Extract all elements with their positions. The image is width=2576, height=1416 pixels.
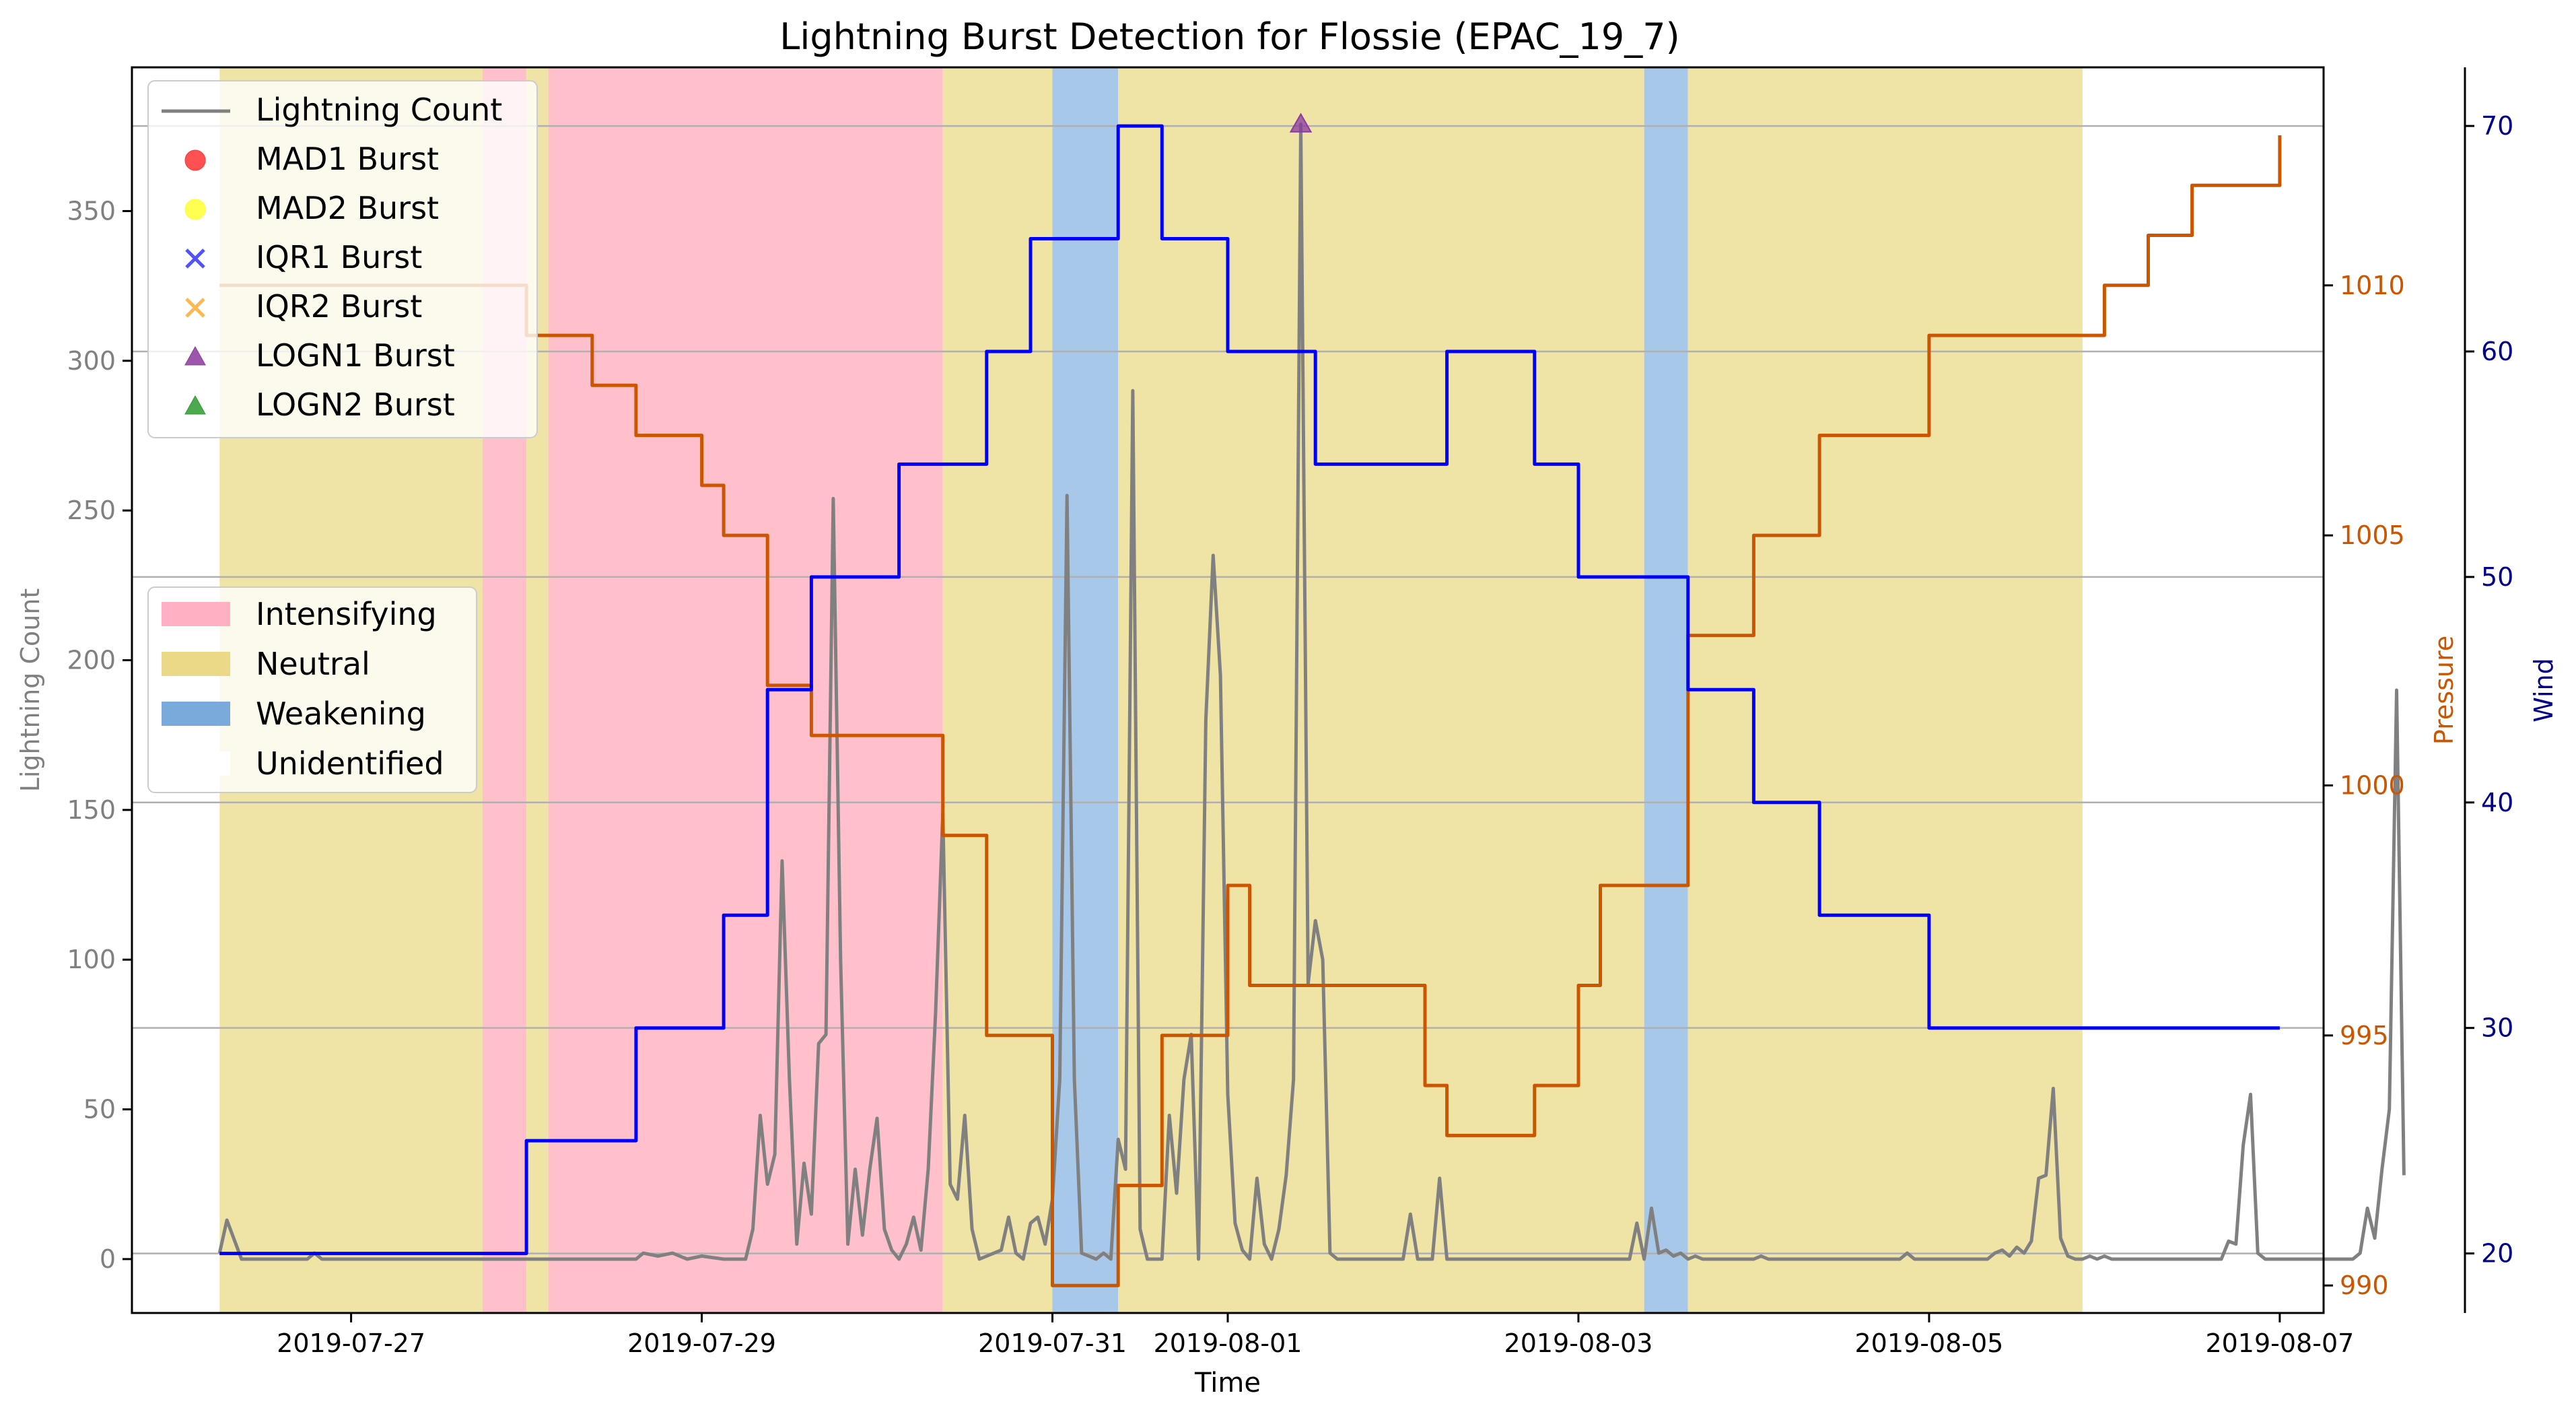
- axes: 2019-07-27 2019-07-29 2019-07-31 2019-08-01…: [67, 111, 2513, 1358]
- phase-band-weakening: [1644, 67, 1688, 1313]
- pressure-tick-label: 995: [2340, 1021, 2389, 1050]
- pressure-tick-label: 1000: [2340, 770, 2405, 800]
- series-lines: [217, 123, 2406, 1287]
- legend-circle-swatch: [184, 199, 206, 220]
- legend-circle-swatch: [184, 149, 206, 171]
- wind-line: [219, 124, 2280, 1256]
- pressure-tick-label: 990: [2340, 1271, 2389, 1300]
- x-tick-label: 2019-08-03: [1504, 1328, 1653, 1358]
- left-tick-label: 200: [67, 646, 116, 675]
- x-axis-label: Time: [1194, 1368, 1261, 1398]
- wind-tick-label: 30: [2481, 1013, 2513, 1043]
- lightning-count-line: [217, 123, 2406, 1261]
- wind-axis-label: Wind: [2529, 658, 2558, 722]
- logn1-burst-marker: [1289, 112, 1313, 133]
- left-tick-label: 300: [67, 346, 116, 376]
- phase-band-intensifying: [548, 67, 943, 1313]
- x-tick-label: 2019-08-07: [2205, 1328, 2354, 1358]
- left-tick-label: 50: [83, 1095, 116, 1124]
- wind-tick-label: 70: [2481, 111, 2513, 141]
- legend-entry-label: MAD1 Burst: [256, 141, 439, 177]
- wind-tick-label: 40: [2481, 788, 2513, 817]
- legend-entry-label: LOGN1 Burst: [256, 337, 455, 374]
- x-tick-label: 2019-07-29: [627, 1328, 776, 1358]
- legend-phase-label: Intensifying: [256, 596, 437, 632]
- legend-phase-swatch: [162, 602, 230, 626]
- legend-triangle-swatch: [184, 345, 206, 366]
- left-tick-label: 250: [67, 496, 116, 525]
- legend-phase-label: Unidentified: [256, 745, 444, 782]
- wind-tick-label: 60: [2481, 337, 2513, 366]
- legend-phase-swatch: [162, 702, 230, 726]
- left-axis-label: Lightning Count: [15, 588, 45, 793]
- legend-entry-label: IQR1 Burst: [256, 239, 422, 275]
- legend-triangle-swatch: [184, 395, 206, 415]
- left-tick-label: 350: [67, 196, 116, 226]
- wind-tick-label: 20: [2481, 1239, 2513, 1269]
- pressure-line: [219, 135, 2282, 1287]
- legend-phase-swatch: [162, 652, 230, 676]
- x-tick-label: 2019-08-05: [1854, 1328, 2003, 1358]
- left-tick-label: 100: [67, 945, 116, 974]
- legend-entry-label: Lightning Count: [256, 92, 502, 128]
- legend-x-swatch: [185, 298, 205, 318]
- x-tick-label: 2019-07-27: [277, 1328, 425, 1358]
- burst-markers: [1289, 112, 1313, 133]
- wind-tick-label: 50: [2481, 562, 2513, 592]
- legend-phase-swatch: [162, 751, 230, 776]
- legend-top-frame: [147, 80, 538, 438]
- legend-phase-label: Neutral: [256, 646, 370, 682]
- left-tick-label: 0: [100, 1244, 116, 1274]
- phase-band-neutral: [1118, 67, 1644, 1313]
- legend-entry-label: LOGN2 Burst: [256, 386, 455, 423]
- legend-phase-label: Weakening: [256, 696, 426, 732]
- legend-phases: Intensifying Neutral Weakening Unidentified: [147, 586, 477, 793]
- legend-phase-frame: [147, 586, 477, 793]
- pressure-tick-label: 1005: [2340, 520, 2405, 550]
- legend-entry-label: MAD2 Burst: [256, 190, 439, 226]
- x-tick-label: 2019-08-01: [1154, 1328, 1302, 1358]
- phase-band-weakening: [1052, 67, 1119, 1313]
- chart-title: Lightning Burst Detection for Flossie (E…: [779, 15, 1679, 58]
- legend-bursts: Lightning Count MAD1 Burst MAD2 Burst IQR1 …: [147, 80, 538, 438]
- phase-band-neutral: [942, 67, 1053, 1313]
- legend-entry-label: IQR2 Burst: [256, 288, 422, 325]
- left-tick-label: 150: [67, 795, 116, 825]
- legend-x-swatch: [185, 248, 205, 269]
- pressure-tick-label: 1010: [2340, 271, 2405, 300]
- pressure-axis-label: Pressure: [2429, 636, 2459, 745]
- x-tick-label: 2019-07-31: [978, 1328, 1127, 1358]
